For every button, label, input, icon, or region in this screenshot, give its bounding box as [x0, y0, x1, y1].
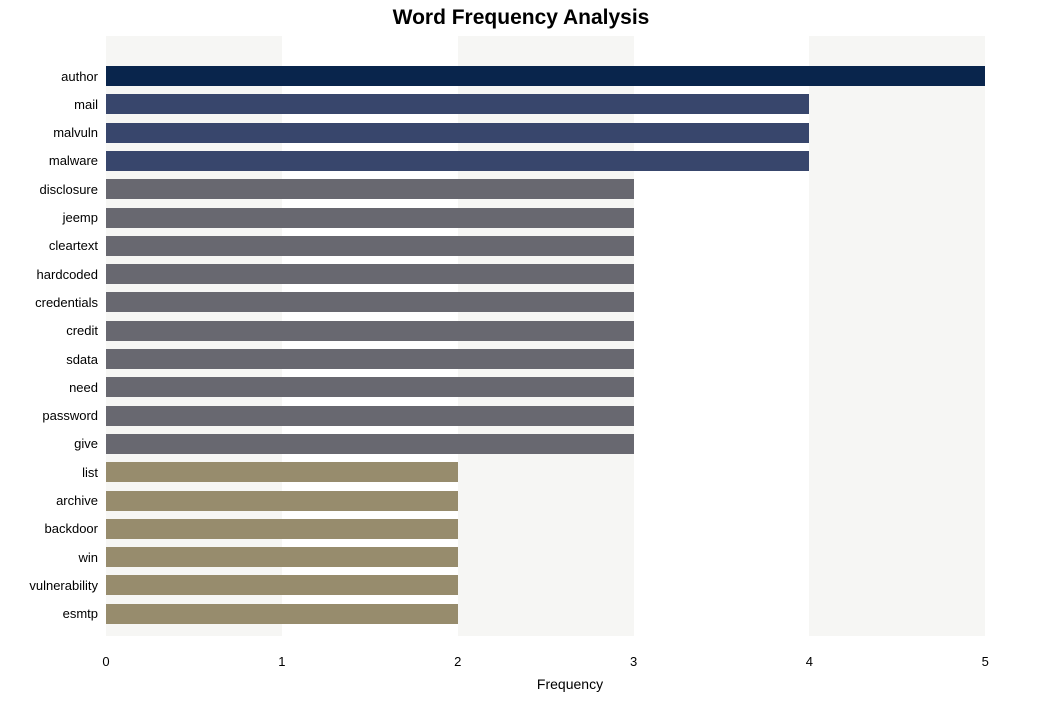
bar [106, 547, 458, 567]
chart-title: Word Frequency Analysis [0, 6, 1042, 30]
x-tick-label: 1 [262, 654, 302, 669]
y-tick-label: backdoor [0, 521, 98, 536]
bar [106, 462, 458, 482]
bar-row [106, 462, 1034, 482]
bar-row [106, 292, 1034, 312]
bar [106, 349, 634, 369]
bar-row [106, 236, 1034, 256]
x-tick-label: 5 [965, 654, 1005, 669]
bar [106, 236, 634, 256]
bar-row [106, 377, 1034, 397]
y-tick-label: archive [0, 493, 98, 508]
x-axis-label: Frequency [106, 676, 1034, 692]
bar [106, 151, 809, 171]
plot-area [106, 36, 1034, 636]
bar [106, 575, 458, 595]
y-tick-label: credit [0, 323, 98, 338]
y-tick-label: disclosure [0, 182, 98, 197]
bar [106, 604, 458, 624]
bar-row [106, 151, 1034, 171]
bar-row [106, 434, 1034, 454]
bar [106, 321, 634, 341]
bar [106, 264, 634, 284]
bar [106, 66, 985, 86]
bar [106, 292, 634, 312]
y-tick-label: malware [0, 153, 98, 168]
x-tick-label: 0 [86, 654, 126, 669]
y-tick-label: mail [0, 97, 98, 112]
y-tick-label: credentials [0, 295, 98, 310]
bar [106, 406, 634, 426]
y-tick-label: jeemp [0, 210, 98, 225]
bar-row [106, 321, 1034, 341]
y-tick-label: win [0, 550, 98, 565]
bar-row [106, 406, 1034, 426]
y-tick-label: sdata [0, 352, 98, 367]
y-tick-label: vulnerability [0, 578, 98, 593]
bar-row [106, 519, 1034, 539]
bar [106, 519, 458, 539]
y-tick-label: password [0, 408, 98, 423]
bar [106, 94, 809, 114]
bar-row [106, 575, 1034, 595]
bar-row [106, 264, 1034, 284]
x-tick-label: 3 [614, 654, 654, 669]
bar-row [106, 547, 1034, 567]
bar [106, 179, 634, 199]
y-tick-label: esmtp [0, 606, 98, 621]
bar-row [106, 94, 1034, 114]
y-tick-label: list [0, 465, 98, 480]
y-tick-label: hardcoded [0, 267, 98, 282]
x-tick-label: 2 [438, 654, 478, 669]
x-tick-label: 4 [789, 654, 829, 669]
bar-row [106, 123, 1034, 143]
bar-row [106, 349, 1034, 369]
y-tick-label: malvuln [0, 125, 98, 140]
y-tick-label: give [0, 436, 98, 451]
bar [106, 434, 634, 454]
bar [106, 208, 634, 228]
bar-row [106, 66, 1034, 86]
bar [106, 123, 809, 143]
word-frequency-chart: Word Frequency Analysis author mail malvul… [0, 0, 1042, 701]
bar-row [106, 491, 1034, 511]
bar-row [106, 604, 1034, 624]
bar-row [106, 208, 1034, 228]
bar-row [106, 179, 1034, 199]
bar [106, 491, 458, 511]
y-tick-label: author [0, 69, 98, 84]
y-tick-label: cleartext [0, 238, 98, 253]
bar [106, 377, 634, 397]
y-tick-label: need [0, 380, 98, 395]
